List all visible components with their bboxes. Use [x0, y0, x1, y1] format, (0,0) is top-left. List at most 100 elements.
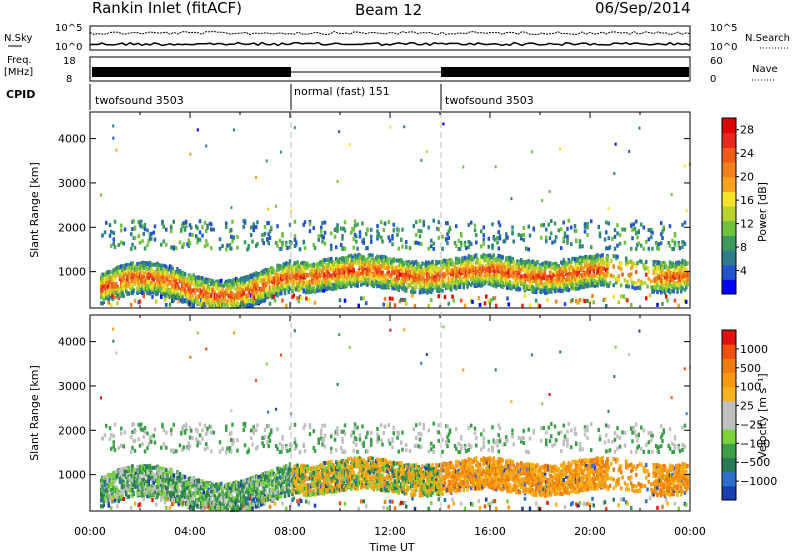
- power-cell: [356, 246, 359, 251]
- power-cell: [501, 255, 504, 260]
- power-cell: [572, 286, 575, 291]
- power-cell: [557, 267, 560, 272]
- power-cell: [540, 235, 543, 240]
- power-cell: [308, 219, 312, 224]
- power-cell: [116, 301, 119, 306]
- power-cell: [201, 276, 204, 281]
- power-cell: [142, 294, 145, 299]
- power-cell: [341, 234, 344, 239]
- power-cell: [307, 297, 310, 302]
- power-cell: [448, 276, 452, 281]
- power-cell: [571, 280, 574, 285]
- power-cell: [420, 241, 423, 246]
- nsky-tick-top: 10^5: [55, 23, 82, 34]
- power-cell: [243, 279, 247, 284]
- power-cell: [633, 286, 637, 291]
- power-cell: [262, 271, 265, 276]
- power-cell: [467, 281, 470, 286]
- power-cell: [401, 227, 404, 232]
- power-cell: [455, 256, 458, 261]
- date-label: 06/Sep/2014: [595, 0, 691, 17]
- power-cell: [560, 275, 563, 280]
- power-cell: [157, 276, 160, 281]
- power-cell: [247, 276, 250, 281]
- power-cell: [130, 269, 133, 274]
- power-cell: [102, 297, 105, 302]
- power-cell: [533, 269, 537, 274]
- power-cell: [220, 292, 223, 297]
- power-cell: [347, 254, 350, 259]
- power-cell: [643, 280, 647, 285]
- power-cell: [230, 234, 233, 239]
- nave-tick-bottom: 0: [710, 74, 716, 85]
- power-cell: [441, 234, 444, 239]
- power-cell: [155, 269, 158, 274]
- power-cell: [550, 271, 553, 276]
- power-cell: [545, 235, 548, 240]
- power-cell: [376, 270, 379, 275]
- power-cell: [420, 229, 423, 234]
- power-cell: [397, 269, 400, 274]
- power-cell: [177, 299, 180, 304]
- power-cell: [297, 272, 300, 277]
- power-cell: [123, 270, 127, 275]
- power-cell: [308, 284, 312, 289]
- noise-panel: N.Sky 10^5 10^0 10^5 10^0 N.Search: [4, 23, 790, 53]
- power-cell: [615, 278, 618, 283]
- power-cell: [123, 227, 127, 232]
- power-cell: [635, 263, 638, 268]
- power-cell: [367, 260, 370, 265]
- power-cell: [442, 283, 445, 288]
- power-cell: [637, 230, 640, 235]
- power-cell: [647, 237, 650, 242]
- power-cell: [462, 278, 465, 283]
- power-cell: [201, 233, 204, 238]
- power-cell: [248, 303, 252, 308]
- power-cell: [596, 255, 599, 260]
- power-cell: [550, 219, 553, 224]
- power-cell: [150, 236, 153, 241]
- power-cell: [598, 272, 602, 277]
- power-cell: [640, 259, 643, 264]
- power-cell: [655, 270, 658, 275]
- power-cell: [583, 224, 587, 229]
- power-cell: [255, 301, 258, 306]
- power-cell: [525, 246, 528, 251]
- power-cell: [642, 246, 645, 251]
- power-cell: [378, 258, 382, 263]
- power-cell: [586, 298, 589, 303]
- power-cell: [505, 261, 508, 266]
- power-cell: [660, 261, 663, 266]
- power-cell: [313, 288, 317, 293]
- power-cell: [162, 224, 165, 229]
- power-cell: [226, 291, 229, 296]
- power-cell: [370, 239, 373, 244]
- power-cell: [131, 227, 134, 232]
- power-cell: [268, 279, 272, 284]
- power-cell: [401, 286, 404, 291]
- power-cell: [571, 256, 574, 261]
- power-cell: [573, 283, 577, 288]
- power-cell: [427, 303, 430, 308]
- power-cell: [323, 230, 327, 235]
- power-cell: [657, 242, 660, 247]
- power-cell: [457, 265, 460, 270]
- power-cell: [108, 280, 112, 285]
- power-cell: [400, 297, 403, 302]
- power-cell: [205, 239, 208, 244]
- power-cell: [391, 263, 394, 268]
- power-cell: [188, 223, 192, 228]
- power-cell: [122, 294, 125, 299]
- power-cell: [463, 241, 467, 246]
- power-cell: [147, 276, 150, 281]
- power-cell: [376, 236, 379, 241]
- power-cell: [335, 245, 338, 250]
- power-cell: [236, 235, 239, 240]
- power-cell: [300, 296, 303, 301]
- power-cell: [580, 265, 583, 270]
- power-cell: [117, 242, 120, 247]
- power-cell: [356, 283, 359, 288]
- power-cell: [147, 279, 150, 284]
- power-cell: [302, 280, 305, 285]
- nave-tick-top: 60: [710, 56, 723, 67]
